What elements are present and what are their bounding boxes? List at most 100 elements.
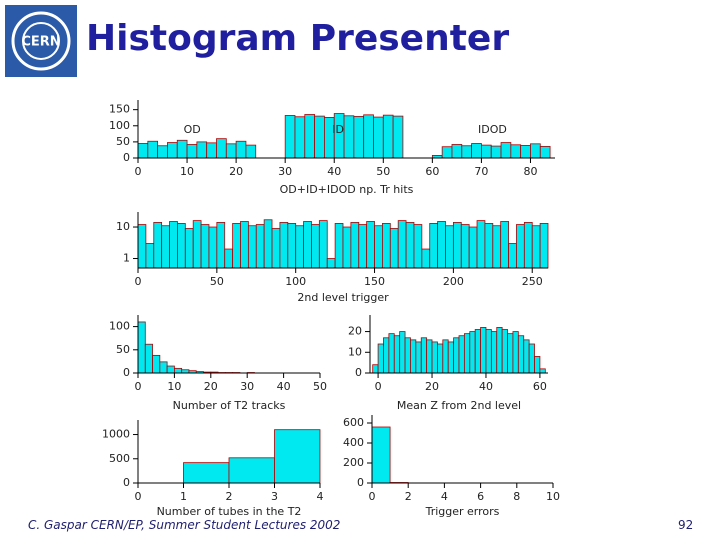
- x-tick-label: 80: [523, 165, 537, 178]
- x-tick-label: 60: [533, 380, 547, 393]
- histogram-bar: [461, 145, 473, 159]
- x-tick-label: 50: [210, 275, 224, 288]
- cern-logo: CERN: [5, 5, 77, 77]
- histogram-bar: [431, 341, 438, 374]
- histogram-bar: [358, 224, 368, 269]
- histogram-bar: [295, 225, 304, 269]
- histogram-bar: [539, 145, 551, 159]
- histogram-bar: [137, 224, 147, 269]
- histogram-bar: [451, 144, 463, 159]
- histogram-bar: [186, 144, 198, 159]
- y-tick-label: 0: [123, 366, 130, 379]
- histogram-bar: [373, 116, 384, 159]
- y-tick-label: 50: [116, 343, 130, 356]
- x-axis-label: OD+ID+IDOD np. Tr hits: [280, 183, 414, 196]
- histogram-bar: [167, 142, 178, 159]
- histogram-bar: [314, 115, 325, 159]
- histogram-bar: [353, 116, 365, 159]
- histogram-bar: [159, 361, 168, 374]
- histogram-bar: [523, 339, 530, 374]
- histogram-bar: [137, 143, 149, 159]
- histogram-bar: [176, 139, 188, 159]
- histogram-bar: [153, 222, 163, 269]
- annotation: ID: [332, 123, 344, 136]
- histogram-bar: [496, 327, 503, 374]
- histogram-bar: [161, 225, 170, 269]
- annotation: OD: [184, 123, 201, 136]
- histogram-bar: [247, 225, 257, 269]
- x-tick-label: 10: [167, 380, 181, 393]
- svg-text:CERN: CERN: [21, 35, 60, 50]
- histogram-bar: [415, 341, 422, 374]
- histogram-bar: [304, 114, 316, 159]
- histogram-bar: [484, 223, 494, 269]
- histogram-bar: [468, 226, 478, 269]
- histogram-bar: [393, 335, 401, 374]
- histogram-bar: [485, 329, 492, 374]
- histogram-bar: [206, 142, 217, 159]
- x-axis-label: 2nd level trigger: [297, 291, 389, 304]
- x-axis-label: Trigger errors: [425, 505, 500, 518]
- histogram-bar: [453, 337, 460, 374]
- y-tick-label: 0: [123, 151, 130, 164]
- histogram-bar: [287, 223, 297, 269]
- histogram-bar: [372, 364, 379, 374]
- x-tick-label: 0: [369, 490, 376, 503]
- histogram-bar: [382, 223, 391, 269]
- histogram-bar: [404, 337, 411, 374]
- histogram-bar: [410, 339, 417, 374]
- x-tick-label: 10: [546, 490, 560, 503]
- histogram-bar: [437, 221, 446, 269]
- histogram-bar: [343, 115, 355, 159]
- histogram-bar: [240, 221, 249, 269]
- histogram-bar: [208, 226, 218, 269]
- histogram-bar: [192, 220, 202, 269]
- x-tick-label: 1: [180, 490, 187, 503]
- footer-author: C. Gaspar CERN/EP, Summer Student Lectur…: [28, 518, 341, 532]
- y-tick-label: 200: [343, 456, 364, 469]
- slide-title: Histogram Presenter: [86, 18, 510, 59]
- histogram-bar: [501, 329, 508, 374]
- x-tick-label: 40: [277, 380, 291, 393]
- histogram-bar: [166, 365, 175, 374]
- histogram-bar: [228, 457, 275, 484]
- x-tick-label: 0: [135, 165, 142, 178]
- x-tick-label: 200: [443, 275, 464, 288]
- histogram-bar: [480, 327, 487, 374]
- histogram-bar: [507, 333, 514, 374]
- y-tick-label: 100: [109, 119, 130, 132]
- histogram-bar: [413, 224, 423, 269]
- x-axis-label: Mean Z from 2nd level: [397, 399, 521, 412]
- histogram-bar: [144, 343, 153, 374]
- histogram-bar: [371, 426, 391, 484]
- histogram-bar: [405, 222, 415, 269]
- histogram-bar: [476, 220, 486, 269]
- histogram-bar: [173, 367, 183, 374]
- histogram-bar: [303, 221, 312, 269]
- y-tick-label: 1000: [102, 428, 130, 441]
- histogram-bar: [216, 222, 226, 269]
- histogram-bar: [377, 343, 384, 374]
- histogram-bar: [389, 228, 399, 269]
- y-tick-label: 400: [343, 436, 364, 449]
- histogram-bar: [445, 225, 454, 269]
- histogram-bar: [363, 114, 374, 159]
- x-tick-label: 0: [375, 380, 382, 393]
- x-tick-label: 20: [204, 380, 218, 393]
- x-tick-label: 100: [285, 275, 306, 288]
- x-tick-label: 60: [425, 165, 439, 178]
- histogram-bar: [517, 335, 525, 374]
- histogram-bar: [224, 248, 234, 269]
- x-tick-label: 8: [513, 490, 520, 503]
- x-tick-label: 0: [135, 490, 142, 503]
- histogram-bar: [520, 145, 531, 159]
- y-tick-label: 500: [109, 452, 130, 465]
- y-tick-label: 0: [123, 476, 130, 489]
- x-tick-label: 30: [240, 380, 254, 393]
- histogram-bar: [271, 228, 281, 269]
- histogram-bar: [392, 115, 404, 159]
- histogram-bar: [471, 143, 482, 159]
- histogram-bar: [490, 331, 498, 374]
- histogram-bar: [426, 339, 433, 374]
